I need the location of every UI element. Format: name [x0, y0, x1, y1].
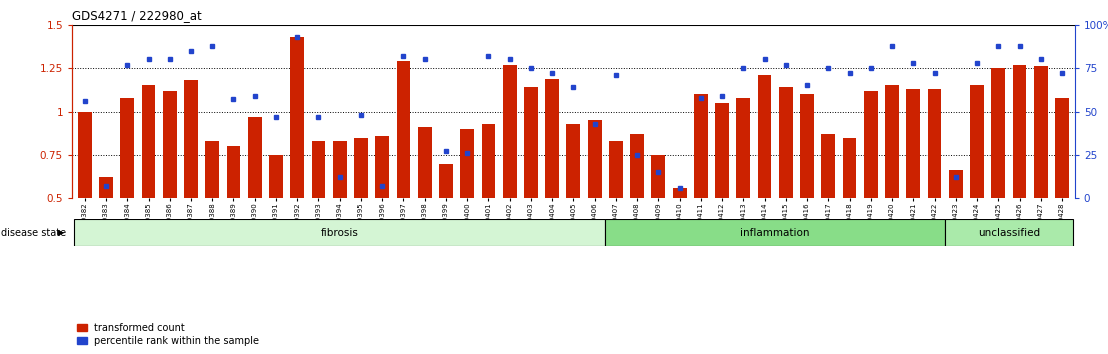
- Bar: [524, 87, 537, 198]
- Bar: [587, 120, 602, 198]
- Bar: [605, 219, 945, 246]
- Bar: [418, 127, 432, 198]
- Bar: [758, 75, 771, 198]
- Bar: [971, 86, 984, 198]
- Bar: [460, 129, 474, 198]
- Bar: [269, 155, 283, 198]
- Text: GDS4271 / 222980_at: GDS4271 / 222980_at: [72, 9, 202, 22]
- Bar: [78, 112, 92, 198]
- Bar: [99, 177, 113, 198]
- Bar: [397, 61, 410, 198]
- Bar: [737, 98, 750, 198]
- Bar: [439, 164, 453, 198]
- Bar: [715, 103, 729, 198]
- Bar: [992, 68, 1005, 198]
- Bar: [121, 98, 134, 198]
- Legend: transformed count, percentile rank within the sample: transformed count, percentile rank withi…: [76, 323, 259, 346]
- Bar: [1034, 67, 1048, 198]
- Bar: [290, 37, 304, 198]
- Bar: [332, 141, 347, 198]
- Bar: [652, 155, 665, 198]
- Bar: [673, 188, 687, 198]
- Text: unclassified: unclassified: [978, 228, 1040, 238]
- Bar: [355, 138, 368, 198]
- Bar: [1055, 98, 1069, 198]
- Bar: [205, 141, 219, 198]
- Text: fibrosis: fibrosis: [320, 228, 359, 238]
- Bar: [948, 171, 963, 198]
- Bar: [311, 141, 326, 198]
- Bar: [226, 146, 240, 198]
- Bar: [545, 79, 560, 198]
- Bar: [843, 138, 856, 198]
- Bar: [482, 124, 495, 198]
- Text: inflammation: inflammation: [740, 228, 810, 238]
- Bar: [927, 89, 942, 198]
- Bar: [74, 219, 605, 246]
- Bar: [1013, 65, 1026, 198]
- Bar: [821, 134, 835, 198]
- Bar: [142, 86, 155, 198]
- Bar: [906, 89, 921, 198]
- Bar: [864, 91, 878, 198]
- Text: disease state: disease state: [1, 228, 66, 238]
- Bar: [694, 94, 708, 198]
- Bar: [163, 91, 176, 198]
- Bar: [800, 94, 814, 198]
- Bar: [184, 80, 198, 198]
- Bar: [945, 219, 1073, 246]
- Text: ▶: ▶: [58, 228, 64, 238]
- Bar: [779, 87, 792, 198]
- Bar: [248, 117, 261, 198]
- Bar: [885, 86, 899, 198]
- Bar: [566, 124, 581, 198]
- Bar: [376, 136, 389, 198]
- Bar: [630, 134, 644, 198]
- Bar: [503, 65, 516, 198]
- Bar: [609, 141, 623, 198]
